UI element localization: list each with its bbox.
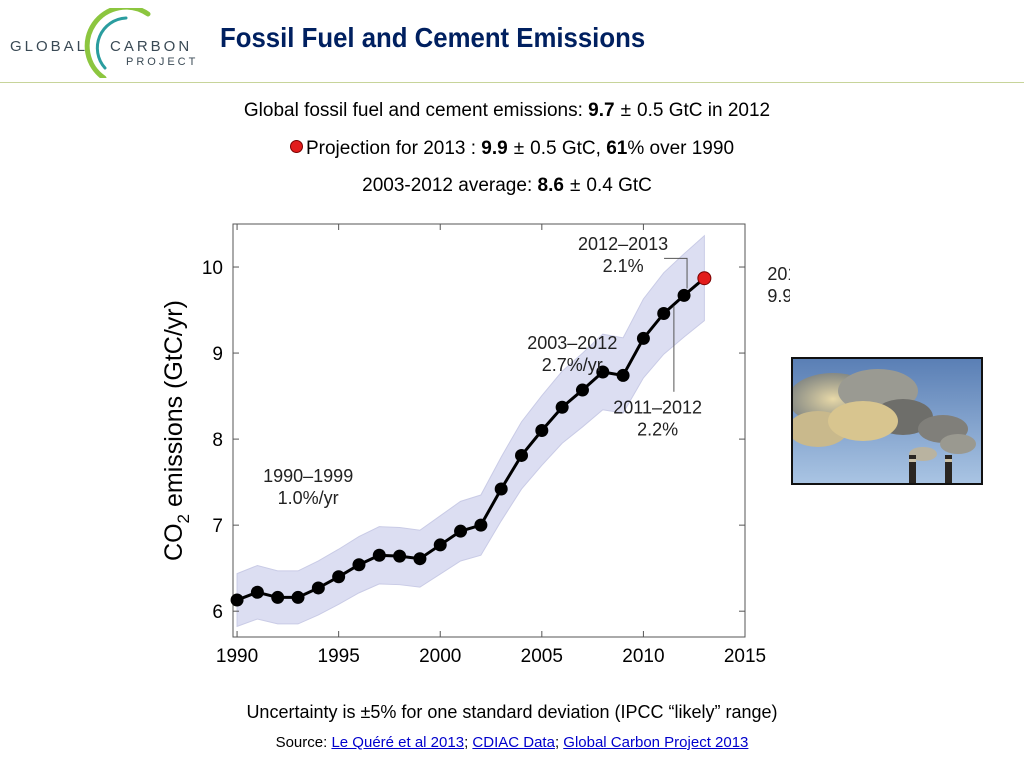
y-tick-label: 7 bbox=[212, 516, 223, 537]
data-point bbox=[332, 570, 346, 584]
summary-line-2012: Global fossil fuel and cement emissions:… bbox=[0, 100, 1019, 122]
data-point bbox=[230, 593, 244, 607]
data-point bbox=[271, 590, 285, 604]
y-axis-label: CO2 emissions (GtC/yr) bbox=[160, 300, 193, 561]
data-point bbox=[677, 288, 691, 302]
summary-average-pm: ± bbox=[569, 175, 581, 196]
logo-word-project: PROJECT bbox=[126, 56, 199, 68]
summary-projection-pm: ± bbox=[513, 138, 525, 159]
data-point bbox=[596, 365, 610, 379]
global-carbon-project-logo: GLOBAL CARBON PROJECT bbox=[8, 8, 195, 78]
logo-arc-green bbox=[84, 8, 151, 78]
summary-projection-pct: 61 bbox=[606, 138, 628, 159]
source-separator: ; bbox=[554, 734, 564, 751]
data-point bbox=[535, 424, 549, 437]
summary-line-projection: Projection for 2013 : 9.9 ±0.5 GtC, 61% o… bbox=[0, 138, 1024, 160]
summary-2012-pm: ± bbox=[620, 100, 632, 121]
summary-projection-rest2: % over 1990 bbox=[627, 138, 735, 159]
data-point bbox=[433, 538, 447, 552]
summary-average-rest: 0.4 GtC bbox=[586, 175, 652, 196]
y-tick-label: 6 bbox=[212, 602, 223, 623]
emissions-chart: 1990 1995 2000 2005 2010 2015 6 7 8 9 10 CO2 emissi… bbox=[160, 223, 790, 667]
y-tick-label: 8 bbox=[212, 430, 223, 451]
projection-marker-icon bbox=[289, 140, 303, 154]
summary-projection-rest1: 0.5 GtC, bbox=[530, 138, 607, 159]
annotation-a4: 2011–2012 2.2% bbox=[613, 397, 702, 439]
uncertainty-band bbox=[236, 234, 705, 628]
source-separator: ; bbox=[464, 734, 473, 751]
y-tick-label: 9 bbox=[212, 344, 223, 365]
source-label: Source: bbox=[275, 734, 332, 751]
summary-2012-value: 9.7 bbox=[588, 100, 615, 121]
x-tick-label: 2005 bbox=[521, 646, 563, 667]
summary-average-prefix: 2003-2012 average: bbox=[362, 175, 538, 196]
annotation-leader-2012-2013 bbox=[664, 257, 688, 289]
logo-arc-teal bbox=[95, 16, 128, 70]
logo-word-carbon: CARBON bbox=[110, 38, 193, 55]
data-point bbox=[413, 552, 427, 566]
annotation-a1: 1990–1999 1.0%/yr bbox=[263, 466, 353, 508]
logo-word-global: GLOBAL bbox=[10, 38, 89, 55]
data-point bbox=[372, 548, 386, 562]
uncertainty-note: Uncertainty is ±5% for one standard devi… bbox=[246, 702, 778, 722]
data-point bbox=[636, 331, 650, 345]
summary-projection-prefix: Projection for 2013 : bbox=[305, 138, 482, 159]
data-point bbox=[352, 558, 366, 572]
data-point bbox=[393, 549, 407, 563]
data-point bbox=[250, 585, 264, 599]
plot-frame bbox=[232, 223, 746, 638]
annotation-a5: 20139.9 GtC bbox=[767, 264, 790, 306]
summary-projection-value: 9.9 bbox=[481, 138, 508, 159]
data-point bbox=[291, 590, 305, 604]
header-divider bbox=[0, 82, 1024, 83]
data-point bbox=[657, 306, 671, 320]
data-point bbox=[311, 581, 325, 595]
y-tick-label: 10 bbox=[202, 258, 223, 279]
data-point bbox=[474, 518, 488, 532]
summary-2012-rest: 0.5 GtC in 2012 bbox=[637, 100, 771, 121]
x-tick-label: 1990 bbox=[216, 646, 258, 667]
summary-2012-prefix: Global fossil fuel and cement emissions: bbox=[243, 100, 589, 121]
data-point bbox=[494, 482, 508, 496]
link-le-quere-2013[interactable]: Le Quéré et al 2013 bbox=[331, 734, 465, 751]
x-tick-label: 2010 bbox=[622, 646, 664, 667]
x-tick-label: 1995 bbox=[318, 646, 360, 667]
link-gcp-2013[interactable]: Global Carbon Project 2013 bbox=[563, 734, 749, 751]
summary-average-value: 8.6 bbox=[537, 175, 564, 196]
projection-point bbox=[697, 271, 712, 286]
annotation-a3: 2012–2013 2.1% bbox=[578, 234, 668, 276]
data-point bbox=[515, 448, 529, 462]
data-point bbox=[454, 524, 468, 538]
source-line: Source: Le Quéré et al 2013; CDIAC Data;… bbox=[0, 734, 1024, 751]
x-tick-label: 2000 bbox=[419, 646, 461, 667]
link-cdiac-data[interactable]: CDIAC Data bbox=[472, 734, 555, 751]
data-point bbox=[555, 400, 569, 414]
annotation-a2: 2003–2012 2.7%/yr bbox=[527, 333, 617, 375]
data-point bbox=[616, 368, 630, 382]
x-tick-label: 2015 bbox=[724, 646, 766, 667]
page-title: Fossil Fuel and Cement Emissions bbox=[220, 22, 646, 53]
data-point bbox=[575, 383, 589, 397]
summary-line-average: 2003-2012 average: 8.6 ±0.4 GtC bbox=[0, 175, 1019, 197]
smokestacks-photo bbox=[791, 357, 983, 485]
